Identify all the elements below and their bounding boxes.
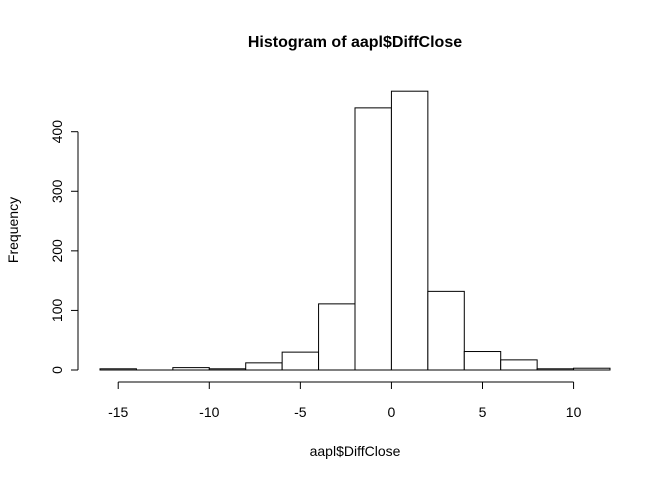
y-axis: 0 100 200 300 400 bbox=[49, 120, 79, 374]
y-tick-label: 0 bbox=[49, 366, 65, 374]
histogram-bar bbox=[463, 351, 502, 371]
histogram-bar bbox=[245, 362, 283, 371]
chart-title: Histogram of aapl$DiffClose bbox=[248, 34, 462, 51]
x-tick-label: -10 bbox=[199, 404, 219, 420]
histogram-bar bbox=[573, 367, 611, 371]
histogram-bar bbox=[172, 367, 210, 371]
histogram-bar bbox=[354, 107, 392, 371]
histogram-bar bbox=[281, 351, 320, 371]
x-tick-label: -15 bbox=[108, 404, 128, 420]
histogram-bar bbox=[536, 368, 575, 371]
histogram-bar bbox=[500, 359, 538, 371]
histogram-bar bbox=[427, 290, 465, 371]
y-tick-label: 300 bbox=[49, 179, 65, 203]
y-tick-label: 100 bbox=[49, 299, 65, 323]
x-tick-label: 0 bbox=[388, 404, 396, 420]
histogram-bar bbox=[390, 90, 429, 371]
y-tick-label: 200 bbox=[49, 239, 65, 263]
x-tick-label: -5 bbox=[294, 404, 307, 420]
histogram-bars bbox=[99, 90, 611, 371]
x-tick-label: 5 bbox=[479, 404, 487, 420]
x-axis-label: aapl$DiffClose bbox=[310, 443, 401, 459]
histogram-bar bbox=[99, 368, 137, 371]
y-axis-label: Frequency bbox=[5, 197, 21, 263]
x-tick-label: 10 bbox=[566, 404, 582, 420]
x-axis: -15 -10 -5 0 5 10 bbox=[108, 381, 582, 420]
histogram-bar bbox=[318, 303, 356, 371]
histogram-bar bbox=[208, 368, 247, 371]
y-tick-label: 400 bbox=[49, 120, 65, 144]
